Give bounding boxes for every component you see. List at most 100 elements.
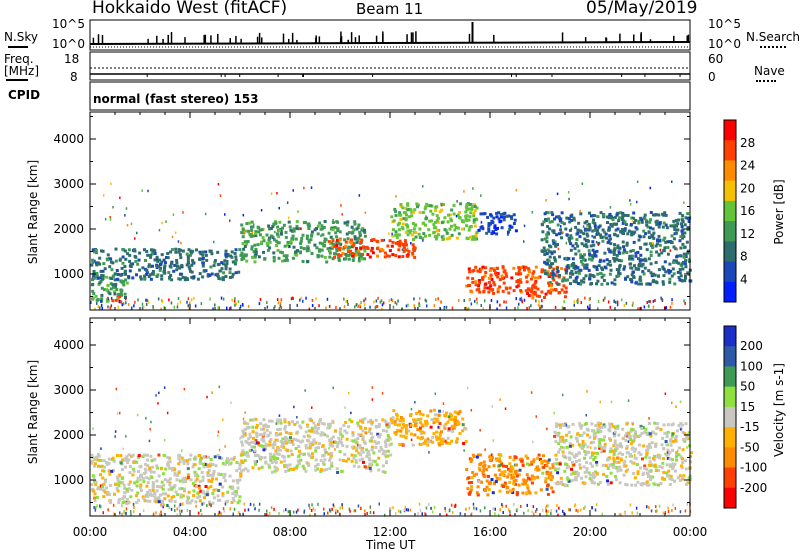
power-echo-cell bbox=[424, 298, 427, 302]
velocity-echo-cell bbox=[246, 469, 250, 473]
power-echo-cell bbox=[121, 303, 123, 307]
velocity-echo-cell bbox=[622, 461, 626, 465]
velocity-echo-cell bbox=[357, 504, 360, 508]
power-echo-cell bbox=[421, 236, 425, 240]
velocity-echo-cell bbox=[602, 472, 606, 476]
power-echo-cell bbox=[680, 262, 684, 266]
velocity-echo-cell bbox=[112, 503, 115, 507]
power-echo-cell bbox=[496, 307, 498, 311]
power-echo-cell bbox=[551, 272, 555, 276]
power-echo-cell bbox=[459, 202, 463, 206]
power-echo-cell bbox=[471, 277, 475, 281]
velocity-echo-cell bbox=[575, 508, 577, 512]
velocity-echo-cell bbox=[328, 447, 330, 450]
power-echo-cell bbox=[483, 274, 487, 278]
velocity-echo-cell bbox=[173, 500, 177, 504]
power-echo-cell bbox=[143, 248, 146, 252]
power-echo-cell bbox=[684, 275, 687, 278]
velocity-echo-cell bbox=[624, 483, 628, 486]
power-echo-cell bbox=[602, 279, 606, 282]
velocity-echo-cell bbox=[186, 462, 190, 466]
velocity-echo-cell bbox=[143, 499, 147, 503]
power-echo-cell bbox=[680, 225, 684, 228]
velocity-echo-cell bbox=[320, 421, 324, 425]
velocity-echo-cell bbox=[243, 433, 247, 437]
power-echo-cell bbox=[134, 259, 138, 263]
power-echo-cell bbox=[93, 250, 97, 254]
power-echo-cell bbox=[531, 271, 535, 275]
power-echo-cell bbox=[398, 244, 402, 248]
velocity-echo-cell bbox=[424, 512, 426, 516]
velocity-echo-cell bbox=[556, 482, 560, 486]
power-echo-cell bbox=[203, 269, 206, 273]
power-echo-cell bbox=[305, 296, 307, 300]
power-echo-cell bbox=[381, 303, 384, 307]
velocity-echo-cell bbox=[571, 461, 575, 464]
power-echo-cell bbox=[248, 221, 252, 225]
velocity-echo-cell bbox=[508, 455, 512, 459]
velocity-echo-cell bbox=[369, 418, 373, 422]
velocity-echo-cell bbox=[269, 458, 273, 462]
velocity-echo-cell bbox=[369, 510, 372, 514]
power-echo-cell bbox=[481, 276, 485, 279]
power-echo-cell bbox=[623, 220, 627, 224]
power-echo-cell bbox=[241, 235, 245, 239]
velocity-echo-cell bbox=[199, 461, 203, 465]
velocity-echo-cell bbox=[640, 431, 644, 435]
power-echo-cell bbox=[108, 276, 112, 280]
power-echo-cell bbox=[641, 262, 645, 266]
velocity-echo-cell bbox=[674, 506, 677, 510]
velocity-echo-cell bbox=[123, 500, 127, 504]
velocity-echo-cell bbox=[325, 467, 329, 471]
power-echo-cell bbox=[652, 272, 655, 276]
power-echo-cell bbox=[579, 209, 581, 213]
power-echo-cell bbox=[687, 259, 691, 263]
power-echo-cell bbox=[625, 251, 629, 254]
power-echo-cell bbox=[351, 258, 355, 262]
velocity-echo-cell bbox=[647, 463, 651, 467]
velocity-echo-cell bbox=[255, 431, 259, 435]
power-echo-cell bbox=[123, 292, 127, 296]
power-echo-cell bbox=[172, 269, 176, 273]
power-echo-cell bbox=[535, 299, 537, 303]
velocity-echo-cell bbox=[185, 499, 189, 503]
power-echo-cell bbox=[572, 266, 576, 269]
power-echo-cell bbox=[278, 307, 281, 311]
velocity-echo-cell bbox=[308, 435, 312, 439]
power-echo-cell bbox=[391, 240, 395, 244]
power-echo-cell bbox=[436, 220, 440, 224]
velocity-echo-cell bbox=[581, 481, 585, 485]
velocity-echo-cell bbox=[556, 480, 560, 484]
power-echo-cell bbox=[639, 263, 643, 267]
velocity-echo-cell bbox=[176, 513, 179, 517]
velocity-echo-cell bbox=[172, 495, 176, 498]
velocity-echo-cell bbox=[648, 432, 652, 436]
velocity-echo-cell bbox=[231, 492, 235, 496]
power-echo-cell bbox=[418, 302, 420, 306]
power-echo-cell bbox=[360, 238, 364, 242]
velocity-echo-cell bbox=[277, 447, 281, 451]
power-echo-cell bbox=[104, 218, 107, 221]
power-echo-cell bbox=[405, 243, 408, 247]
velocity-echo-cell bbox=[130, 513, 132, 517]
velocity-echo-cell bbox=[283, 459, 287, 463]
velocity-echo-cell bbox=[230, 501, 234, 504]
velocity-echo-cell bbox=[228, 462, 232, 466]
power-echo-cell bbox=[518, 267, 522, 271]
velocity-echo-cell bbox=[429, 409, 433, 413]
power-echo-cell bbox=[450, 219, 454, 223]
velocity-echo-cell bbox=[649, 445, 652, 449]
velocity-echo-cell bbox=[145, 494, 149, 498]
velocity-echo-cell bbox=[170, 507, 173, 511]
velocity-echo-cell bbox=[122, 483, 126, 487]
velocity-echo-cell bbox=[583, 470, 587, 474]
velocity-echo-cell bbox=[616, 443, 620, 447]
power-echo-cell bbox=[145, 250, 149, 253]
power-echo-cell bbox=[388, 232, 390, 235]
velocity-echo-cell bbox=[310, 426, 314, 430]
velocity-echo-cell bbox=[664, 452, 666, 456]
power-echo-cell bbox=[546, 225, 550, 228]
power-echo-cell bbox=[401, 248, 404, 251]
power-echo-cell bbox=[607, 300, 610, 304]
power-echo-cell bbox=[369, 305, 371, 309]
